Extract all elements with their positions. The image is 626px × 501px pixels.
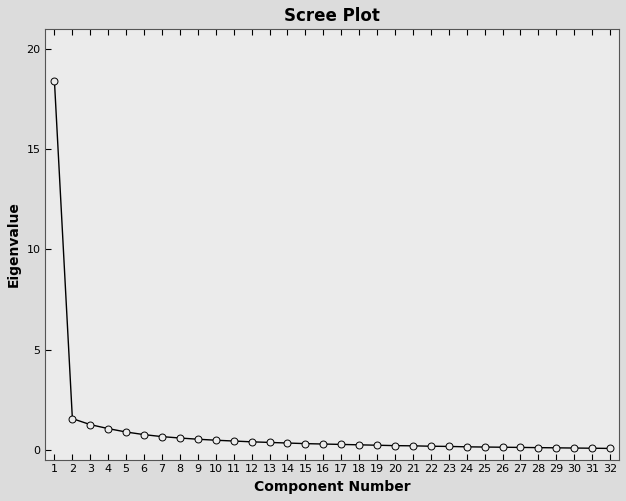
X-axis label: Component Number: Component Number <box>254 480 411 494</box>
Y-axis label: Eigenvalue: Eigenvalue <box>7 201 21 288</box>
Title: Scree Plot: Scree Plot <box>284 7 380 25</box>
